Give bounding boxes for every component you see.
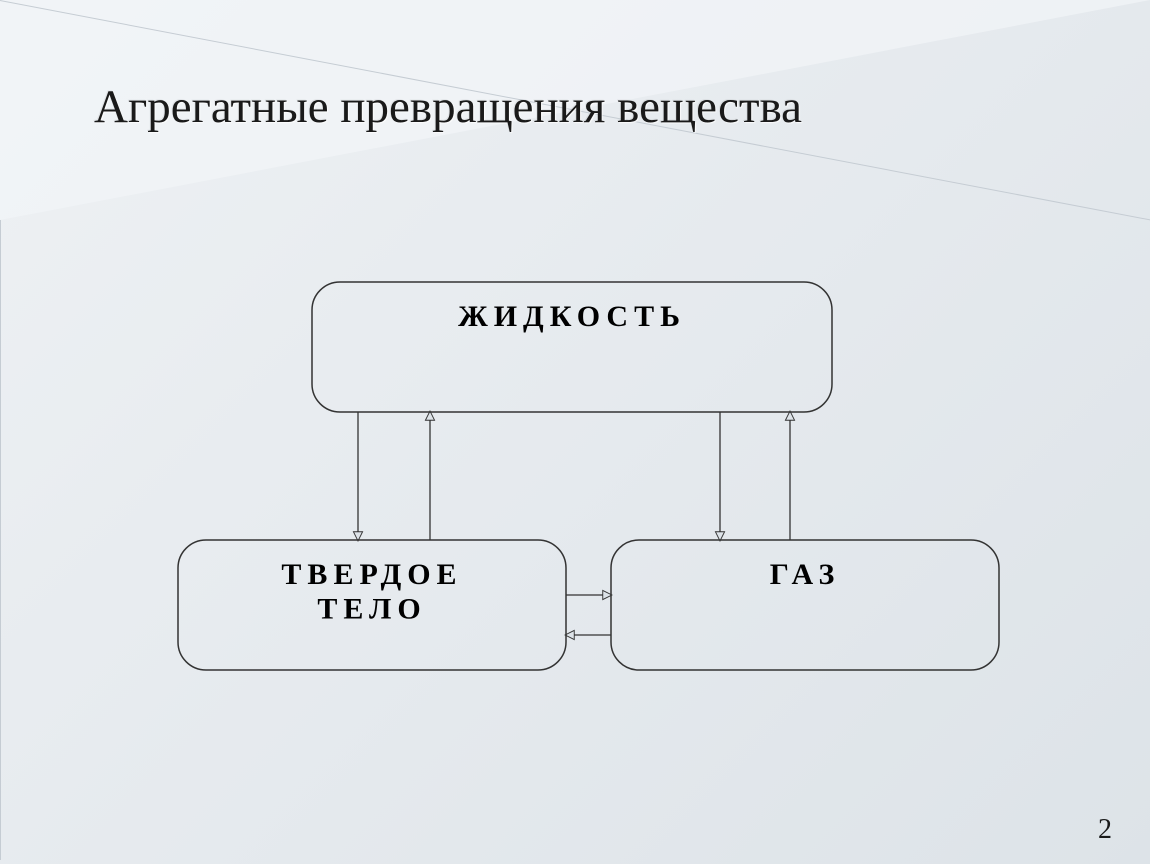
node-label-solid: ТЕЛО [317,593,426,626]
slide: Агрегатные превращения вещества ЖИДКОСТЬ… [0,0,1150,864]
page-number: 2 [1098,814,1112,846]
diagram-svg: ЖИДКОСТЬ ТВЕРДОЕТЕЛО ГАЗ [0,0,1150,864]
node-label-liquid: ЖИДКОСТЬ [458,300,686,333]
node-label-solid: ТВЕРДОЕ [281,558,462,591]
node-label-gas: ГАЗ [770,558,841,591]
